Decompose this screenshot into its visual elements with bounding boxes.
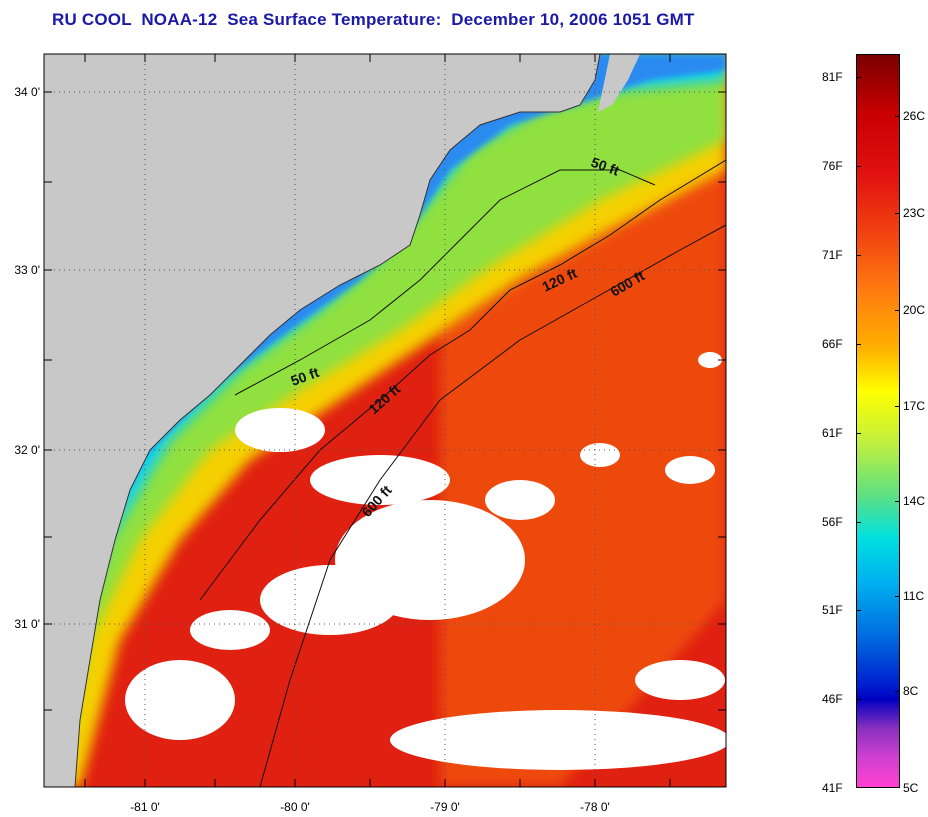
contour-120ft <box>199 159 726 601</box>
longitude-label: -79 0' <box>430 800 460 814</box>
cloud-cover <box>125 352 726 770</box>
colorbar-c-label: 23C <box>903 206 926 220</box>
colorbar <box>856 54 900 788</box>
colorbar-tick <box>856 344 861 345</box>
map-title: RU COOL NOAA-12 Sea Surface Temperature:… <box>52 10 695 29</box>
colorbar-tick <box>856 699 861 700</box>
colorbar-c-label: 26C <box>903 109 926 123</box>
latitude-label: 33 0' <box>14 263 40 277</box>
latitude-label: 32 0' <box>14 443 40 457</box>
colorbar-f-label: 61F <box>822 426 843 440</box>
colorbar-tick <box>895 691 900 692</box>
colorbar-tick <box>856 166 861 167</box>
colorbar-tick <box>856 255 861 256</box>
colorbar-tick <box>895 406 900 407</box>
colorbar-tick <box>895 310 900 311</box>
gulf-stream <box>440 150 726 787</box>
land-northeast <box>598 54 640 112</box>
colorbar-tick <box>856 77 861 78</box>
latitude-label: 31 0' <box>14 617 40 631</box>
colorbar-tick <box>895 213 900 214</box>
longitude-label: -80 0' <box>280 800 310 814</box>
colorbar-c-label: 14C <box>903 494 926 508</box>
land <box>44 54 600 787</box>
graticule <box>44 54 726 787</box>
colorbar-tick <box>856 433 861 434</box>
colorbar-tick <box>856 522 861 523</box>
frame-ticks <box>44 54 726 787</box>
colorbar-f-label: 66F <box>822 337 843 351</box>
contour-600ft <box>259 224 726 787</box>
colorbar-f-label: 81F <box>822 70 843 84</box>
longitude-label: -81 0' <box>130 800 160 814</box>
contour-50ft <box>234 169 656 396</box>
colorbar-c-label: 5C <box>903 781 919 795</box>
colorbar-tick <box>895 116 900 117</box>
colorbar-tick <box>856 610 861 611</box>
colorbar-c-label: 17C <box>903 399 926 413</box>
colorbar-c-label: 8C <box>903 684 919 698</box>
longitude-label: -78 0' <box>580 800 610 814</box>
coastline <box>74 54 601 787</box>
colorbar-f-label: 56F <box>822 515 843 529</box>
colorbar-f-label: 51F <box>822 603 843 617</box>
colorbar-c-label: 11C <box>903 589 925 603</box>
colorbar-tick <box>895 501 900 502</box>
colorbar-f-label: 71F <box>822 248 843 262</box>
colorbar-f-label: 46F <box>822 692 843 706</box>
colorbar-tick <box>895 596 900 597</box>
map-frame <box>43 53 727 788</box>
colorbar-c-label: 20C <box>903 303 926 317</box>
latitude-label: 34 0' <box>14 85 40 99</box>
colorbar-f-label: 76F <box>822 159 843 173</box>
colorbar-f-label: 41F <box>822 781 843 795</box>
